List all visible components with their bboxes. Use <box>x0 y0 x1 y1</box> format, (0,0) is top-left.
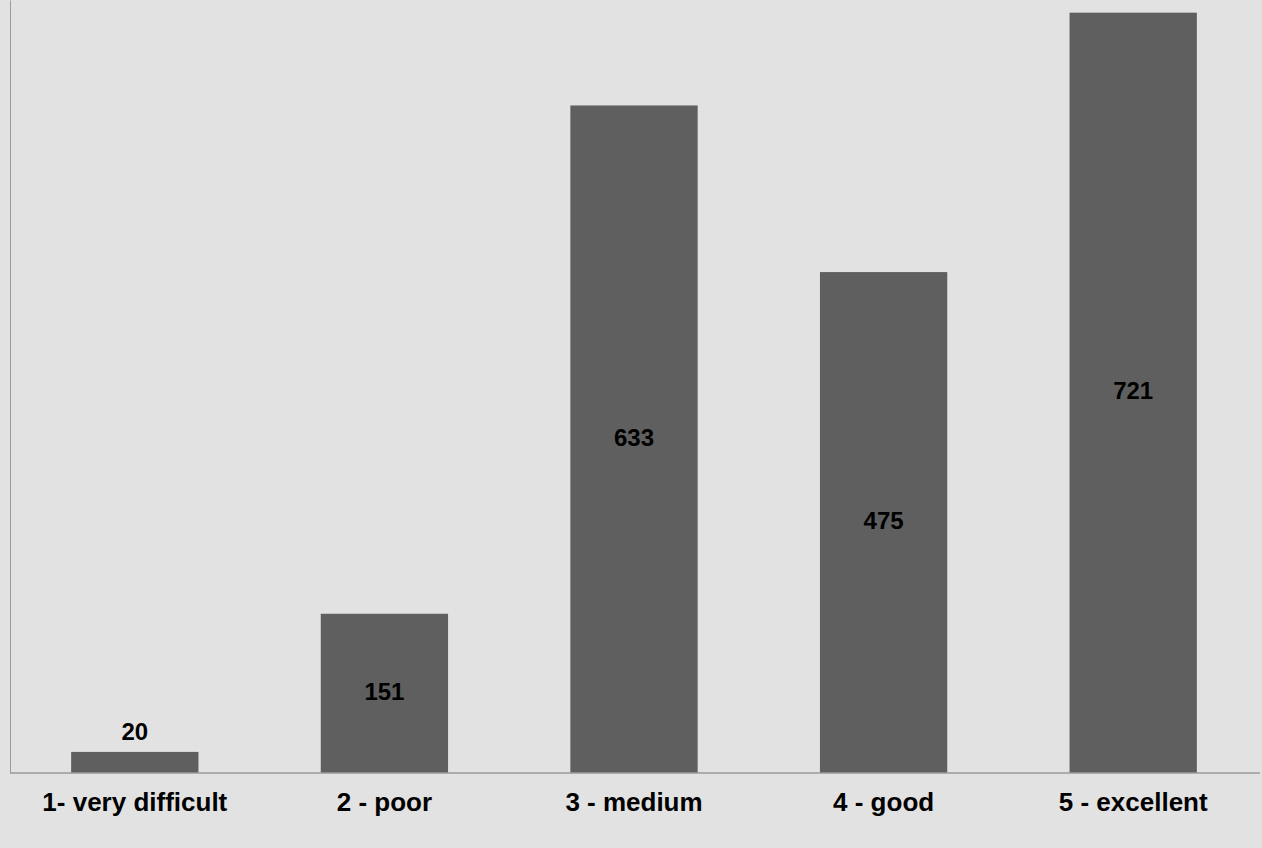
bar <box>321 614 448 773</box>
x-axis-line <box>10 772 1260 774</box>
data-label: 633 <box>614 424 654 451</box>
data-label: 721 <box>1113 377 1153 404</box>
y-axis-line <box>10 1 11 774</box>
x-tick-label: 1- very difficult <box>42 787 227 817</box>
data-labels: 20 151 633 475 721 <box>121 377 1153 745</box>
chart: 1- very difficult 2 - poor 3 - medium 4 - g… <box>0 0 1262 848</box>
x-tick: 2 - poor <box>337 773 432 817</box>
x-tick-label: 5 - excellent <box>1059 787 1208 817</box>
x-axis: 1- very difficult 2 - poor 3 - medium 4 - g… <box>10 773 1260 817</box>
x-tick: 1- very difficult <box>42 773 227 817</box>
data-label: 151 <box>364 678 404 705</box>
bar <box>71 752 198 773</box>
x-tick-label: 4 - good <box>833 787 934 817</box>
bar <box>570 105 697 773</box>
x-tick-label: 2 - poor <box>337 787 432 817</box>
x-tick: 4 - good <box>833 773 934 817</box>
plot: 1- very difficult 2 - poor 3 - medium 4 - g… <box>10 1 1260 818</box>
data-label: 475 <box>864 507 904 534</box>
bars <box>71 13 1197 773</box>
y-axis <box>10 1 11 774</box>
x-tick: 3 - medium <box>565 773 702 817</box>
data-label: 20 <box>121 718 148 745</box>
x-tick: 5 - excellent <box>1059 773 1208 817</box>
bar <box>1070 13 1197 773</box>
bar <box>820 272 947 773</box>
x-tick-label: 3 - medium <box>565 787 702 817</box>
